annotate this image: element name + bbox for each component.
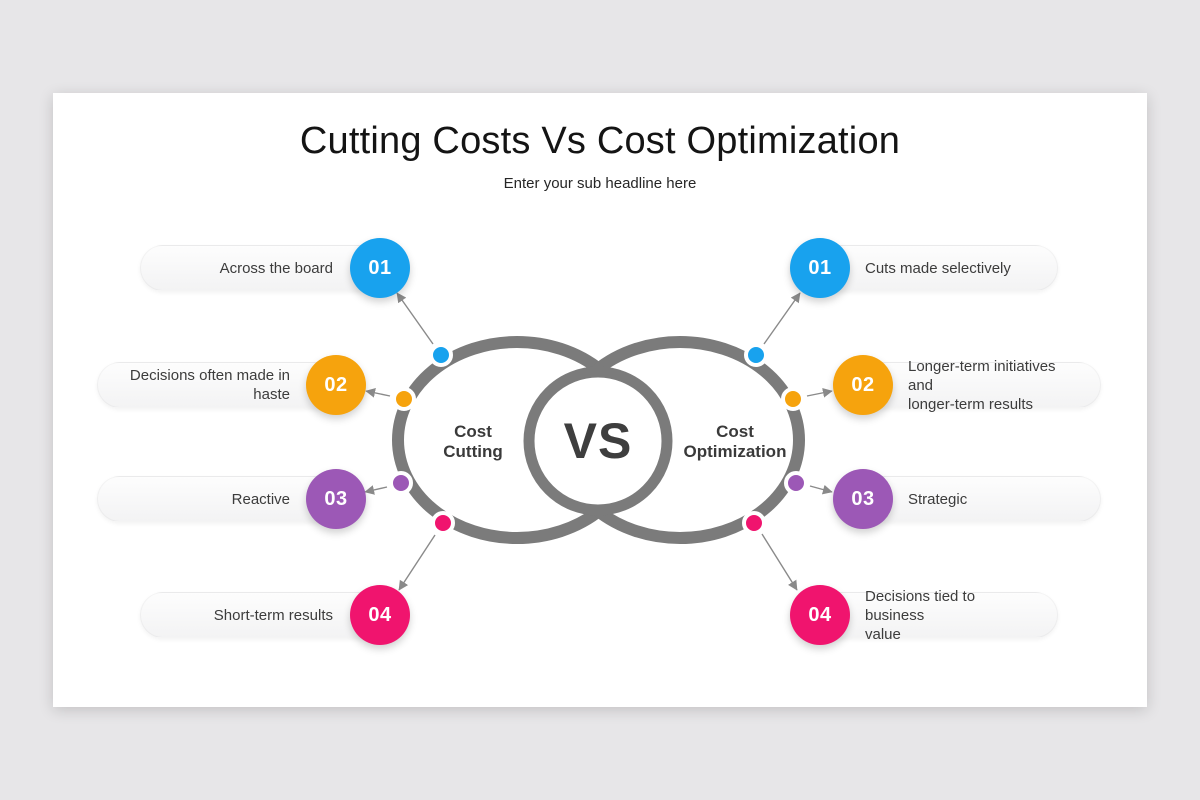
list-item-label: Reactive — [231, 490, 290, 508]
number-badge-right-04: 04 — [790, 585, 850, 645]
list-item-label: Longer-term initiatives and longer-term … — [908, 357, 1056, 413]
number-badge-left-02: 02 — [306, 355, 366, 415]
number-badge-left-03: 03 — [306, 469, 366, 529]
number-badge-right-01: 01 — [790, 238, 850, 298]
list-item-label: Short-term results — [213, 606, 333, 624]
list-item-label: Cuts made selectively — [865, 259, 1011, 277]
slide-title: Cutting Costs Vs Cost Optimization — [299, 120, 901, 162]
number-badge-right-03: 03 — [833, 469, 893, 529]
number-badge-left-01: 01 — [350, 238, 410, 298]
number-badge-left-04: 04 — [350, 585, 410, 645]
right-circle-label: Cost Optimization — [683, 422, 787, 461]
vs-label: VS — [563, 413, 633, 469]
list-item-label: Across the board — [219, 259, 333, 277]
slide-subtitle: Enter your sub headline here — [503, 175, 697, 192]
number-badge-right-02: 02 — [833, 355, 893, 415]
list-item-label: Decisions often made in haste — [129, 367, 290, 403]
list-item-label: Strategic — [908, 490, 968, 508]
list-item-label: Decisions tied to business value — [865, 587, 976, 643]
